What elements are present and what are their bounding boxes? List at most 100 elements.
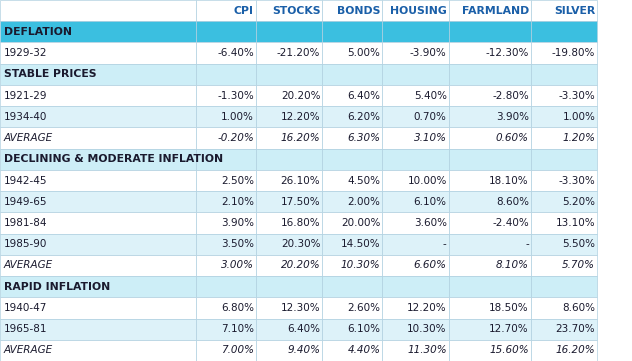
Text: 1940-47: 1940-47	[4, 303, 47, 313]
Text: 10.30%: 10.30%	[407, 324, 447, 334]
Text: 18.10%: 18.10%	[489, 175, 529, 186]
Bar	[322, 21, 382, 43]
Bar	[531, 21, 597, 43]
Bar	[531, 85, 597, 106]
Bar	[531, 0, 597, 21]
Bar	[0, 276, 196, 297]
Bar	[382, 127, 449, 149]
Bar	[531, 234, 597, 255]
Text: BONDS: BONDS	[337, 6, 380, 16]
Text: 4.50%: 4.50%	[348, 175, 380, 186]
Bar	[322, 64, 382, 85]
Bar	[322, 191, 382, 212]
Text: 1.00%: 1.00%	[562, 112, 595, 122]
Bar	[382, 212, 449, 234]
Text: 1929-32: 1929-32	[4, 48, 47, 58]
Text: -2.40%: -2.40%	[492, 218, 529, 228]
Text: 12.20%: 12.20%	[281, 112, 320, 122]
Text: 11.30%: 11.30%	[407, 345, 447, 355]
Bar	[382, 85, 449, 106]
Text: 9.40%: 9.40%	[288, 345, 320, 355]
Bar	[449, 85, 531, 106]
Text: CPI: CPI	[234, 6, 254, 16]
Bar	[449, 127, 531, 149]
Bar	[196, 297, 256, 318]
Bar	[322, 212, 382, 234]
Bar	[322, 0, 382, 21]
Text: 3.10%: 3.10%	[414, 133, 447, 143]
Bar	[322, 276, 382, 297]
Bar	[382, 64, 449, 85]
Bar	[196, 21, 256, 43]
Bar	[256, 149, 322, 170]
Text: 10.00%: 10.00%	[408, 175, 447, 186]
Text: 23.70%: 23.70%	[556, 324, 595, 334]
Text: 3.90%: 3.90%	[496, 112, 529, 122]
Bar	[449, 212, 531, 234]
Bar	[0, 234, 196, 255]
Bar	[382, 318, 449, 340]
Text: -0.20%: -0.20%	[217, 133, 254, 143]
Text: 20.20%: 20.20%	[281, 260, 320, 270]
Bar	[196, 234, 256, 255]
Text: 1.00%: 1.00%	[221, 112, 254, 122]
Bar	[449, 340, 531, 361]
Text: 6.10%: 6.10%	[348, 324, 380, 334]
Bar	[382, 106, 449, 127]
Text: 8.60%: 8.60%	[496, 197, 529, 207]
Bar	[196, 276, 256, 297]
Bar	[449, 21, 531, 43]
Bar	[256, 191, 322, 212]
Text: 5.00%: 5.00%	[348, 48, 380, 58]
Bar	[0, 106, 196, 127]
Bar	[449, 234, 531, 255]
Bar	[322, 127, 382, 149]
Bar	[256, 212, 322, 234]
Bar	[322, 255, 382, 276]
Bar	[531, 43, 597, 64]
Bar	[531, 127, 597, 149]
Text: 14.50%: 14.50%	[341, 239, 380, 249]
Text: 1921-29: 1921-29	[4, 91, 47, 101]
Text: 12.20%: 12.20%	[407, 303, 447, 313]
Bar	[449, 276, 531, 297]
Bar	[256, 21, 322, 43]
Text: 12.70%: 12.70%	[489, 324, 529, 334]
Bar	[322, 106, 382, 127]
Text: 10.30%: 10.30%	[341, 260, 380, 270]
Bar	[531, 170, 597, 191]
Bar	[382, 149, 449, 170]
Bar	[196, 0, 256, 21]
Text: 26.10%: 26.10%	[281, 175, 320, 186]
Bar	[382, 21, 449, 43]
Text: 16.80%: 16.80%	[281, 218, 320, 228]
Bar	[0, 318, 196, 340]
Text: 3.90%: 3.90%	[221, 218, 254, 228]
Bar	[322, 340, 382, 361]
Bar	[382, 43, 449, 64]
Bar	[196, 149, 256, 170]
Bar	[531, 318, 597, 340]
Bar	[449, 191, 531, 212]
Text: 2.10%: 2.10%	[221, 197, 254, 207]
Text: -3.30%: -3.30%	[559, 175, 595, 186]
Text: 16.20%: 16.20%	[281, 133, 320, 143]
Text: 5.50%: 5.50%	[562, 239, 595, 249]
Bar	[256, 127, 322, 149]
Bar	[322, 318, 382, 340]
Bar	[0, 170, 196, 191]
Bar	[196, 64, 256, 85]
Bar	[0, 0, 196, 21]
Bar	[256, 85, 322, 106]
Bar	[256, 255, 322, 276]
Bar	[256, 170, 322, 191]
Text: 6.40%: 6.40%	[348, 91, 380, 101]
Text: 7.00%: 7.00%	[221, 345, 254, 355]
Text: 4.40%: 4.40%	[348, 345, 380, 355]
Text: 0.70%: 0.70%	[414, 112, 447, 122]
Bar	[322, 43, 382, 64]
Text: 8.10%: 8.10%	[496, 260, 529, 270]
Bar	[256, 106, 322, 127]
Bar	[531, 191, 597, 212]
Bar	[449, 106, 531, 127]
